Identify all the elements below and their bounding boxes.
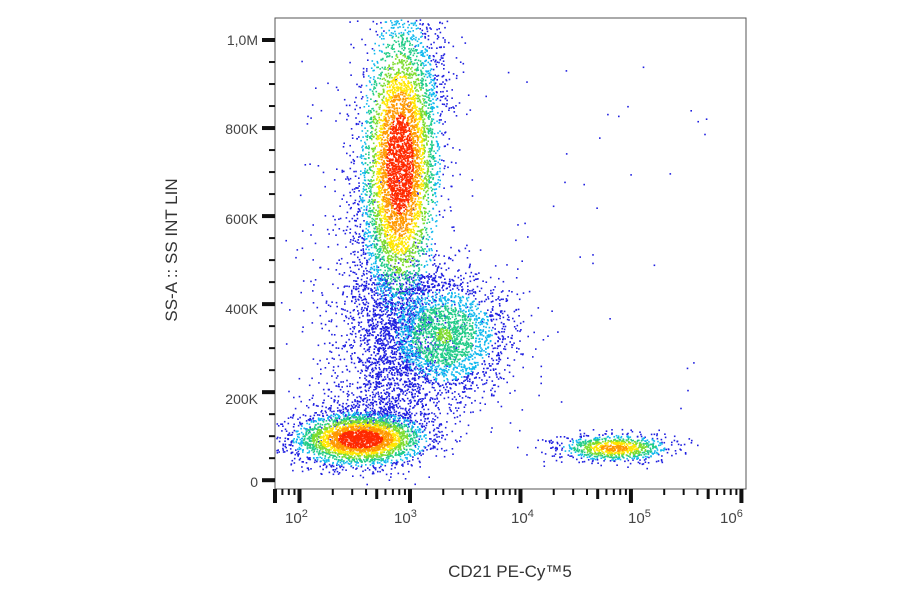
y-tick-label: 800K [225,121,258,137]
data-points [276,19,708,486]
y-tick-label: 200K [225,391,258,407]
plot-frame [274,17,747,490]
y-tick-label: 400K [225,301,258,317]
x-axis-title: CD21 PE-Cy™5 [448,562,572,581]
y-axis-title: SS-A :: SS INT LIN [162,178,181,322]
x-tick-label: 106 [720,508,743,527]
x-tick-label: 103 [394,508,417,527]
y-axis-ticks [262,38,275,483]
x-axis-ticks [273,489,744,503]
x-tick-label: 102 [285,508,308,527]
y-tick-label: 0 [250,474,258,490]
x-tick-label: 104 [511,508,534,527]
y-tick-label: 600K [225,211,258,227]
y-tick-label: 1,0M [226,32,258,48]
x-tick-label: 105 [628,508,651,527]
